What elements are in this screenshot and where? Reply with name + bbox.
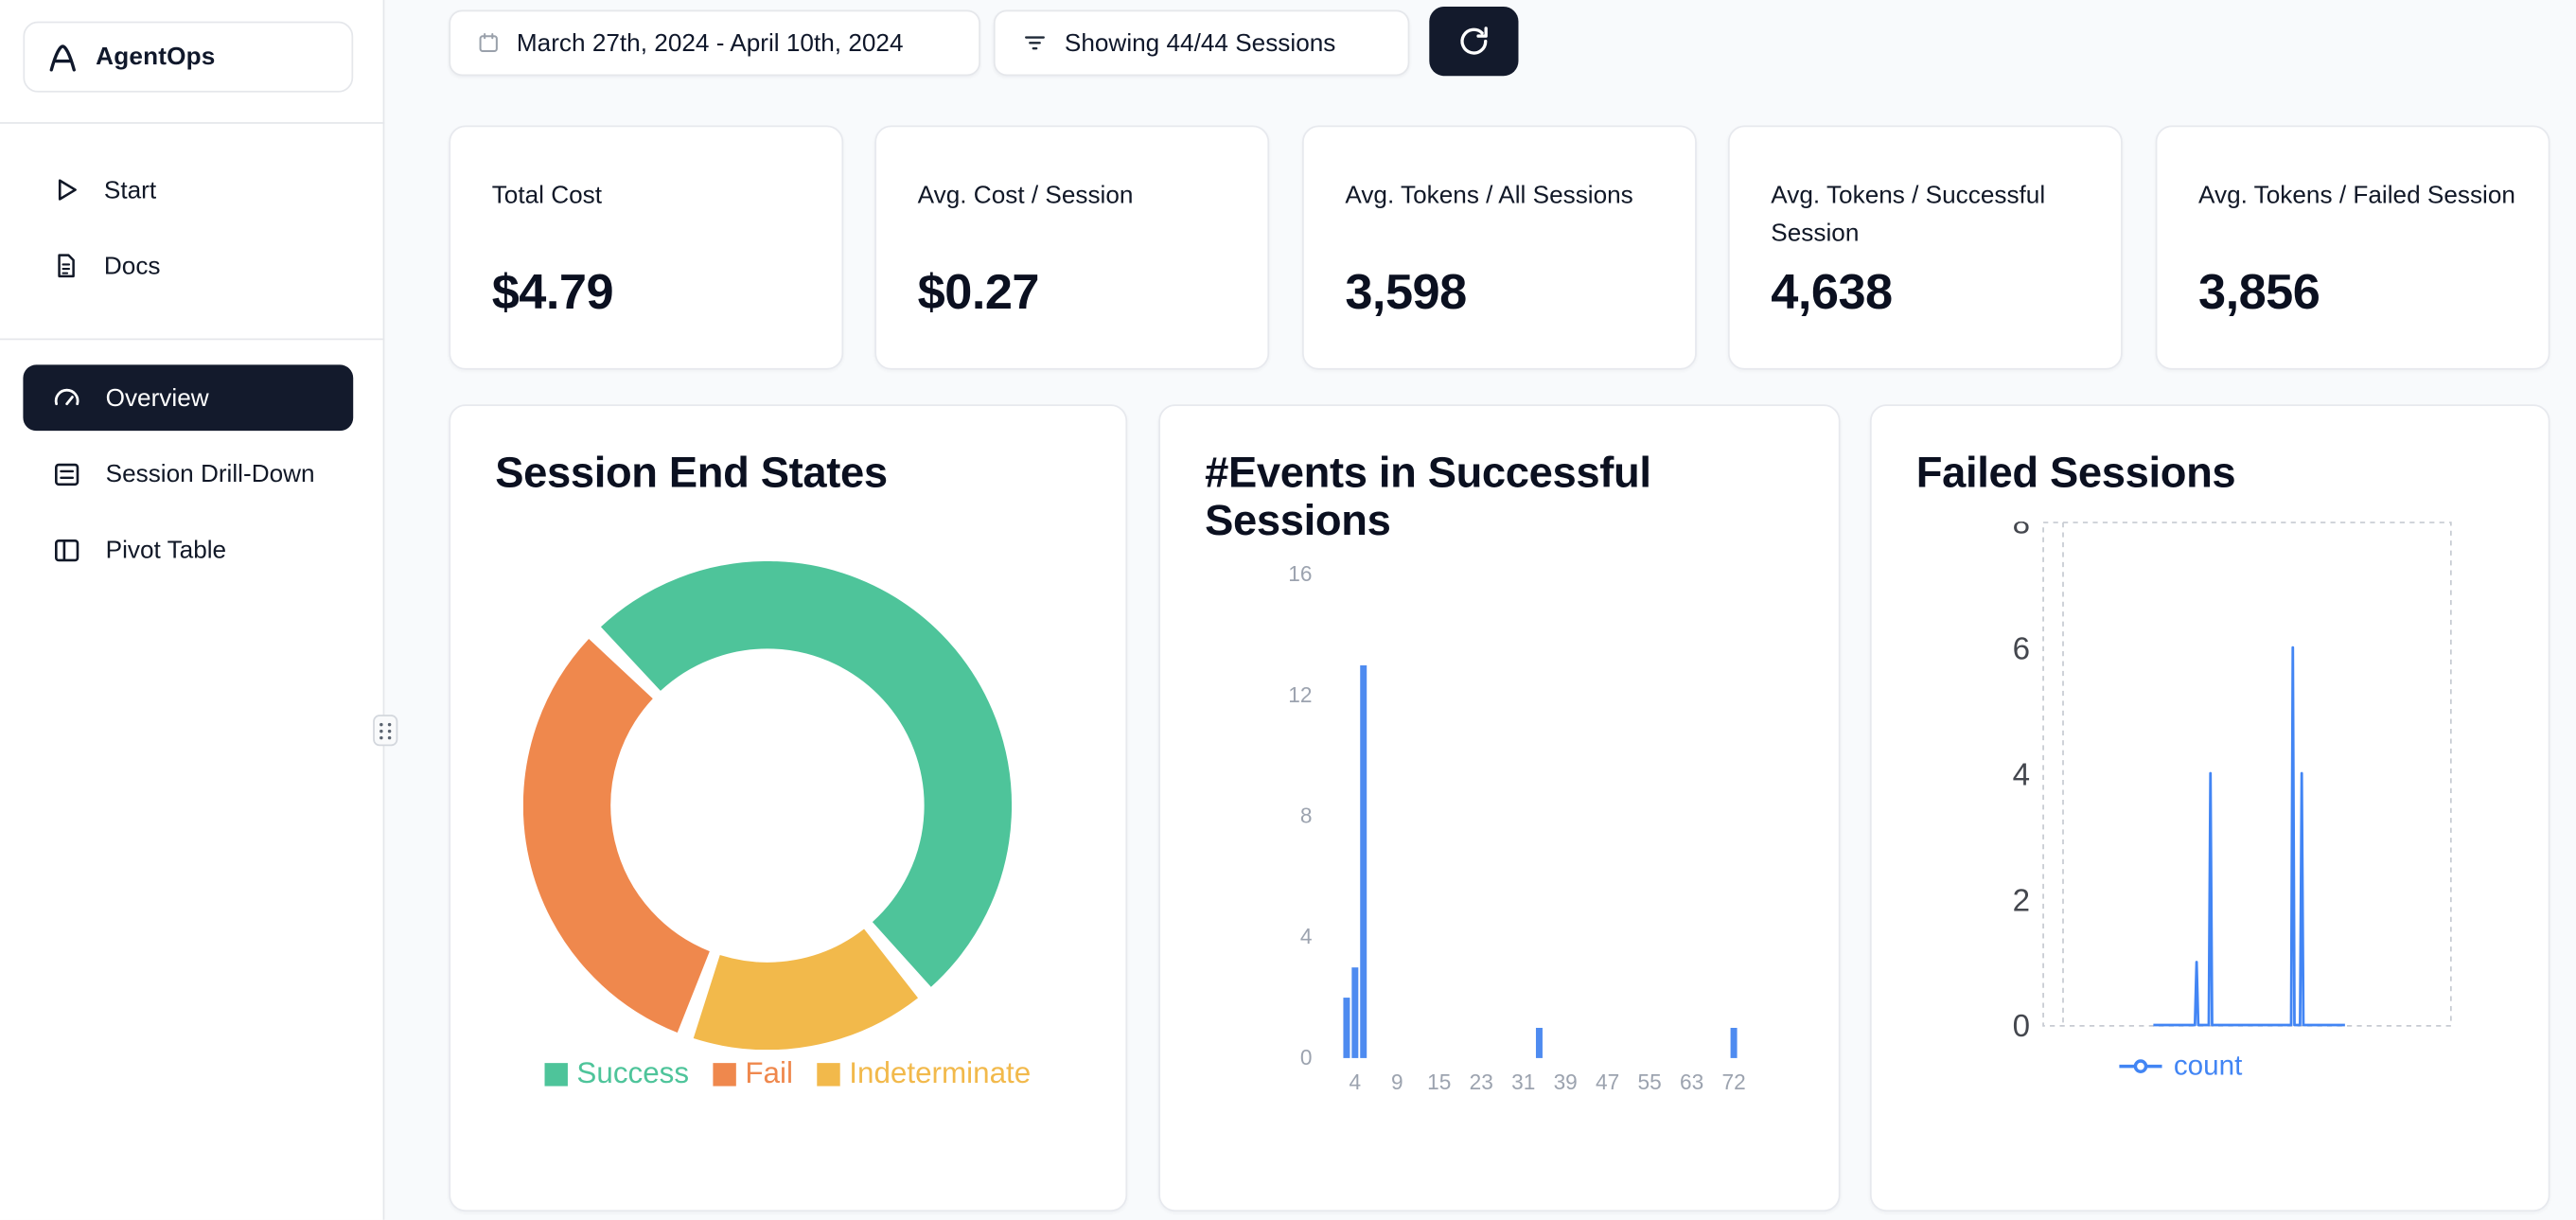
stat-card-avg-cost-session: Avg. Cost / Session $0.27 <box>874 125 1270 370</box>
sidebar-item-label: Session Drill-Down <box>105 459 315 488</box>
svg-text:4: 4 <box>1350 1070 1362 1094</box>
legend-swatch <box>818 1062 841 1086</box>
svg-text:16: 16 <box>1288 561 1312 586</box>
stat-card-avg-tokens-all: Avg. Tokens / All Sessions 3,598 <box>1302 125 1697 370</box>
legend-label: Success <box>576 1056 690 1090</box>
donut-chart-svg[interactable] <box>522 561 1013 1051</box>
stat-value: 3,598 <box>1345 265 1467 321</box>
panel-list-icon <box>54 462 79 486</box>
legend-swatch <box>714 1062 737 1086</box>
sidebar-resize-handle[interactable] <box>373 715 398 747</box>
stat-label: Avg. Tokens / All Sessions <box>1345 181 1633 210</box>
stat-label: Avg. Tokens / Failed Session <box>2198 181 2515 210</box>
legend-item-indeterminate[interactable]: Indeterminate <box>818 1056 1031 1091</box>
sidebar-item-overview[interactable]: Overview <box>23 364 354 432</box>
refresh-icon <box>1460 27 1488 55</box>
legend-item-fail[interactable]: Fail <box>714 1056 793 1091</box>
sidebar-item-pivot-table[interactable]: Pivot Table <box>23 517 353 583</box>
sidebar-item-session-drill-down[interactable]: Session Drill-Down <box>23 441 353 507</box>
svg-text:47: 47 <box>1596 1070 1619 1094</box>
stat-value: 3,856 <box>2198 265 2320 321</box>
sidebar-item-label: Overview <box>105 383 209 413</box>
svg-text:0: 0 <box>2013 1009 2030 1044</box>
stat-label: Total Cost <box>491 181 603 210</box>
svg-text:39: 39 <box>1554 1070 1578 1094</box>
svg-text:9: 9 <box>1391 1070 1403 1094</box>
stat-value: $0.27 <box>917 265 1040 321</box>
sidebar-divider <box>0 338 385 341</box>
line-legend[interactable]: count <box>2119 1050 2242 1083</box>
calendar-icon <box>479 32 498 53</box>
play-icon <box>58 179 77 201</box>
donut-legend: Success Fail Indeterminate <box>450 1056 1125 1091</box>
stat-card-avg-tokens-successful: Avg. Tokens / Successful Session 4,638 <box>1727 125 2123 370</box>
legend-swatch <box>545 1062 569 1086</box>
events-histogram-svg[interactable]: 16 12 8 4 0 4 9 15 23 31 39 47 55 63 72 <box>1160 522 1842 1107</box>
filter-icon <box>1025 36 1045 50</box>
agentops-logo-icon <box>49 44 76 71</box>
gauge-icon <box>54 388 79 405</box>
svg-text:31: 31 <box>1511 1070 1535 1094</box>
sidebar-item-label: Docs <box>103 251 161 280</box>
svg-text:72: 72 <box>1721 1070 1745 1094</box>
sidebar-item-docs[interactable]: Docs <box>23 236 353 295</box>
svg-text:2: 2 <box>2013 883 2030 918</box>
stat-card-total-cost: Total Cost $4.79 <box>449 125 844 370</box>
table-columns-icon <box>54 539 79 561</box>
refresh-button[interactable] <box>1429 6 1519 77</box>
legend-item-success[interactable]: Success <box>545 1056 689 1091</box>
chart-card-failed-sessions: Failed Sessions 0 2 4 6 8 count <box>1869 404 2552 1212</box>
svg-text:0: 0 <box>1300 1045 1313 1070</box>
sidebar-item-label: Pivot Table <box>105 535 227 564</box>
svg-text:8: 8 <box>2013 522 2030 540</box>
chart-title: #Events in Successful Sessions <box>1205 447 1651 544</box>
chart-title: Failed Sessions <box>1915 447 2236 497</box>
sidebar-item-start[interactable]: Start <box>23 160 353 220</box>
svg-text:55: 55 <box>1638 1070 1662 1094</box>
stat-label: Avg. Tokens / Successful Session <box>1771 181 2046 249</box>
chart-card-session-end-states: Session End States Success Fail Indetermin… <box>449 404 1128 1212</box>
sidebar-divider <box>0 122 385 124</box>
svg-text:8: 8 <box>1300 804 1313 828</box>
sessions-filter-label: Showing 44/44 Sessions <box>1064 28 1336 58</box>
svg-text:6: 6 <box>2013 631 2030 666</box>
svg-text:15: 15 <box>1427 1070 1451 1094</box>
stat-value: 4,638 <box>1771 265 1893 321</box>
svg-text:4: 4 <box>2013 757 2030 792</box>
logo-box[interactable]: AgentOps <box>23 21 354 93</box>
svg-text:63: 63 <box>1680 1070 1703 1094</box>
brand-name: AgentOps <box>96 43 216 71</box>
count-legend-label: count <box>2173 1050 2243 1082</box>
chart-title: Session End States <box>495 447 888 497</box>
stat-value: $4.79 <box>491 265 614 321</box>
chart-card-events-histogram: #Events in Successful Sessions 16 12 8 4 0 4 9… <box>1158 404 1842 1212</box>
legend-label: Fail <box>745 1056 793 1090</box>
sessions-filter-button[interactable]: Showing 44/44 Sessions <box>993 9 1410 77</box>
failed-sessions-svg[interactable]: 0 2 4 6 8 <box>1872 522 2552 1099</box>
svg-text:23: 23 <box>1470 1070 1493 1094</box>
date-range-label: March 27th, 2024 - April 10th, 2024 <box>516 28 904 58</box>
stat-label: Avg. Cost / Session <box>917 181 1134 210</box>
legend-label: Indeterminate <box>849 1056 1032 1090</box>
sidebar: AgentOps Start Docs Overview <box>0 0 398 1220</box>
date-range-button[interactable]: March 27th, 2024 - April 10th, 2024 <box>449 9 980 77</box>
svg-text:12: 12 <box>1288 682 1312 707</box>
document-icon <box>58 254 75 278</box>
sidebar-item-label: Start <box>103 175 157 204</box>
count-legend-marker <box>2119 1059 2162 1073</box>
svg-text:4: 4 <box>1300 924 1313 948</box>
stat-card-avg-tokens-failed: Avg. Tokens / Failed Session 3,856 <box>2155 125 2550 370</box>
